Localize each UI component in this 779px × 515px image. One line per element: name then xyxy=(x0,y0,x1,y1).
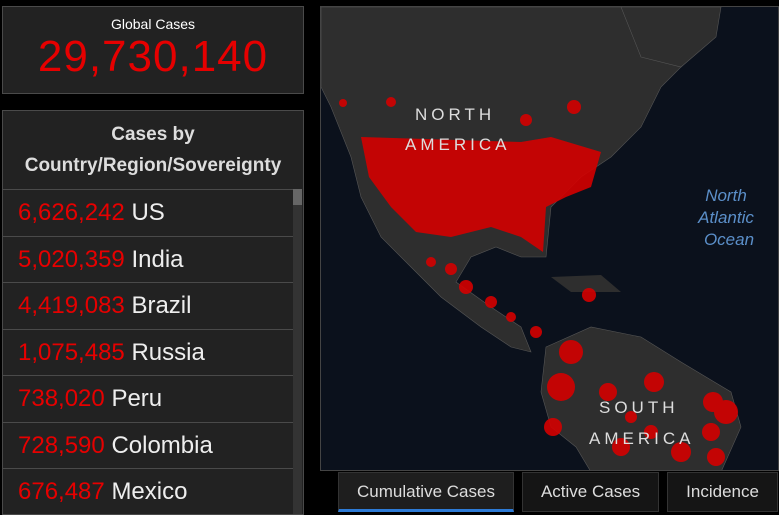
case-count: 5,020,359 xyxy=(18,245,125,273)
us-cluster xyxy=(361,137,601,252)
bubble xyxy=(426,257,436,267)
map-label: Atlantic xyxy=(697,208,754,227)
tab[interactable]: Incidence xyxy=(667,472,778,512)
case-row[interactable]: 676,487 Mexico xyxy=(3,468,293,514)
case-row[interactable]: 5,020,359 India xyxy=(3,235,293,283)
panel-title: Cases by Country/Region/Sovereignty xyxy=(3,119,303,187)
bubble xyxy=(567,100,581,114)
tab-bar: Cumulative Cases Active Cases Incidence xyxy=(338,472,779,514)
country-name: Brazil xyxy=(131,292,192,319)
bubble xyxy=(582,288,596,302)
cases-panel: Cases by Country/Region/Sovereignty 6,62… xyxy=(2,110,304,515)
global-cases-label: Global Cases xyxy=(110,16,196,32)
case-row[interactable]: 1,075,485 Russia xyxy=(3,328,293,376)
bubble xyxy=(599,383,617,401)
map-label: AMERICA xyxy=(405,135,510,154)
global-cases: Global Cases 29,730,140 xyxy=(2,6,304,94)
bubble xyxy=(547,373,575,401)
case-count: 728,590 xyxy=(18,431,105,459)
scrollbar[interactable] xyxy=(293,189,302,514)
ocean-label: North Atlantic Ocean xyxy=(697,186,754,249)
bubble xyxy=(445,263,457,275)
case-row[interactable]: 4,419,083 Brazil xyxy=(3,282,293,329)
bubble xyxy=(339,99,347,107)
case-count: 6,626,242 xyxy=(18,199,125,226)
bubble xyxy=(520,114,532,126)
map[interactable]: NORTH AMERICA SOUTH AMERICA North Atlant… xyxy=(320,6,779,471)
land-caribbean xyxy=(551,275,621,292)
case-row[interactable]: 738,020 Peru xyxy=(3,375,293,422)
country-name: US xyxy=(131,199,165,226)
case-count: 676,487 xyxy=(18,478,105,505)
case-bubbles xyxy=(339,97,738,466)
map-label: NORTH xyxy=(415,105,495,124)
bubble xyxy=(530,326,542,338)
bubble xyxy=(714,400,738,424)
map-label: SOUTH xyxy=(599,398,679,417)
country-name: Russia xyxy=(131,338,205,366)
bubble xyxy=(625,411,637,423)
bubble xyxy=(644,425,658,439)
scroll-thumb[interactable] xyxy=(293,189,302,205)
bubble xyxy=(506,312,516,322)
bubble xyxy=(612,438,630,456)
map-label: Ocean xyxy=(704,230,754,249)
bubble xyxy=(671,442,691,462)
land-greenland xyxy=(620,7,722,68)
tab[interactable]: Active Cases xyxy=(521,472,660,512)
case-count: 4,419,083 xyxy=(18,292,125,319)
map-label: AMERICA xyxy=(589,429,694,448)
tab[interactable]: Cumulative Cases xyxy=(338,472,514,512)
bubble xyxy=(707,448,725,466)
panel-title-line: Country/Region/Sovereignty xyxy=(24,155,282,176)
bubble xyxy=(459,280,473,294)
case-row[interactable]: 6,626,242 US xyxy=(3,189,293,236)
case-count: 738,020 xyxy=(18,385,105,412)
country-name: India xyxy=(131,245,184,273)
bubble xyxy=(702,423,720,441)
global-cases-value: 29,730,140 xyxy=(37,32,269,81)
country-name: Peru xyxy=(111,385,163,412)
bubble xyxy=(485,296,497,308)
bubble xyxy=(386,97,396,107)
country-name: Mexico xyxy=(111,478,188,505)
bubble xyxy=(544,418,562,436)
case-row[interactable]: 728,590 Colombia xyxy=(3,421,293,469)
bubble xyxy=(559,340,583,364)
case-count: 1,075,485 xyxy=(18,338,125,366)
panel-title-line: Cases by xyxy=(111,124,195,145)
case-list: 6,626,242 US 5,020,359 India 4,419,083 Bra… xyxy=(3,189,293,514)
map-svg: NORTH AMERICA SOUTH AMERICA North Atlant… xyxy=(321,7,754,470)
region-labels: NORTH AMERICA SOUTH AMERICA xyxy=(405,105,694,448)
map-label: North xyxy=(705,186,747,205)
bubble xyxy=(644,372,664,392)
country-name: Colombia xyxy=(111,431,213,459)
